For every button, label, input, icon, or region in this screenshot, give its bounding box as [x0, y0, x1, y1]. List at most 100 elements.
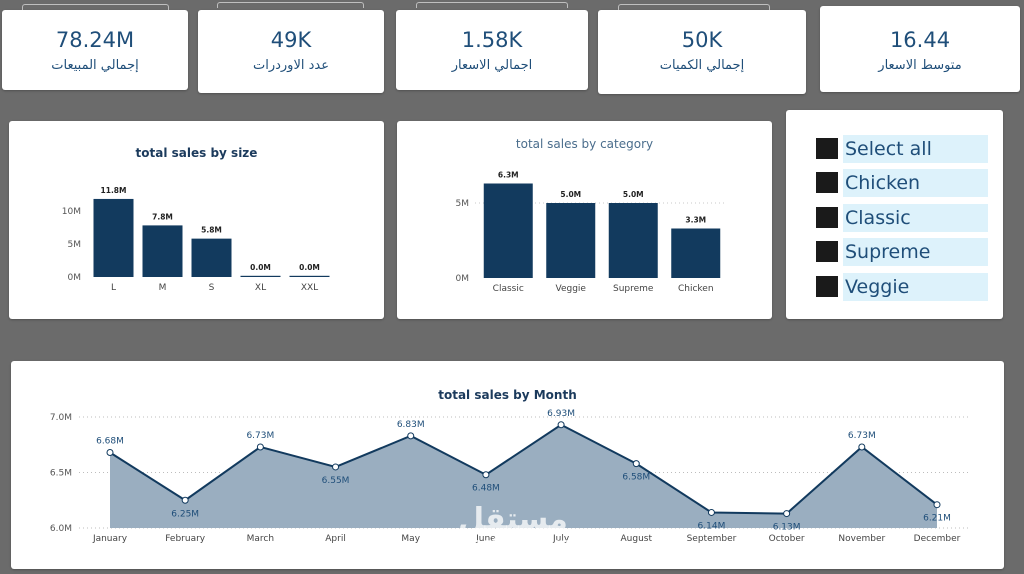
bar-m	[142, 225, 183, 277]
kpi-value: 1.58K	[461, 28, 523, 52]
kpi-tab-decoration	[618, 4, 770, 10]
x-tick-label: July	[552, 534, 570, 544]
kpi-card-total-quantity[interactable]: 50K إجمالي الكميات	[598, 10, 806, 94]
bar-s	[191, 238, 232, 277]
checkbox[interactable]	[816, 276, 838, 297]
x-tick-label: May	[401, 534, 420, 544]
x-tick-label: November	[838, 534, 885, 544]
chart-card-sales-by-month[interactable]: total sales by Month 6.0M 6.5M 7.0M 6.68M Ja…	[11, 361, 1004, 569]
kpi-tab-decoration	[416, 2, 568, 8]
bar-chicken	[671, 228, 721, 278]
data-label: 6.21M	[923, 514, 951, 524]
data-point	[557, 421, 565, 429]
y-tick-label: 6.0M	[50, 524, 72, 534]
chart-card-sales-by-category[interactable]: total sales by category 0M 5M 6.3M Classic 5…	[397, 121, 772, 319]
x-tick-label: XL	[255, 283, 266, 293]
y-tick-label: 0M	[456, 274, 470, 284]
kpi-value: 78.24M	[55, 28, 135, 52]
data-point	[407, 432, 415, 440]
checkbox[interactable]	[816, 172, 838, 193]
slicer-item-select-all[interactable]: Select all	[816, 135, 988, 163]
chart-title: total sales by Month	[438, 388, 577, 402]
data-label: 6.13M	[773, 523, 801, 533]
chart-card-sales-by-size[interactable]: total sales by size 0M 5M 10M 11.8M L 7.8M M 5.…	[9, 121, 384, 319]
bar-veggie	[546, 203, 596, 278]
kpi-card-order-count[interactable]: 49K عدد الاوردرات	[198, 10, 384, 93]
checkbox[interactable]	[816, 207, 838, 228]
data-label: 5.0M	[560, 190, 581, 199]
x-tick-label: M	[159, 283, 167, 293]
kpi-label: إجمالي المبيعات	[51, 58, 139, 73]
chart-title: total sales by size	[135, 146, 258, 160]
data-point	[858, 443, 866, 451]
data-label: 6.48M	[472, 484, 500, 494]
data-label: 6.25M	[171, 509, 199, 519]
data-point	[482, 471, 490, 479]
x-tick-label: June	[475, 534, 496, 544]
data-label: 6.83M	[397, 420, 425, 430]
y-tick-label: 0M	[68, 273, 82, 283]
data-label: 6.73M	[848, 431, 876, 441]
kpi-tab-decoration	[22, 4, 169, 10]
y-tick-label: 6.5M	[50, 469, 72, 479]
data-label: 6.55M	[322, 476, 350, 486]
slicer-item-label: Select all	[843, 135, 988, 163]
category-slicer: Select all Chicken Classic Supreme Veggi…	[786, 110, 1003, 319]
slicer-item-label: Chicken	[843, 169, 988, 197]
series-line	[109, 423, 938, 515]
x-tick-label: Chicken	[678, 284, 714, 294]
data-point	[632, 460, 640, 468]
y-tick-label: 5M	[68, 240, 82, 250]
kpi-value: 16.44	[889, 28, 951, 52]
x-tick-label: August	[621, 534, 653, 544]
x-tick-label: January	[92, 534, 128, 544]
area-fill	[110, 424, 937, 528]
data-label: 5.0M	[623, 190, 644, 199]
x-tick-label: Classic	[493, 284, 524, 294]
slicer-item-label: Veggie	[843, 273, 988, 301]
x-tick-label: April	[325, 534, 346, 544]
x-tick-label: Veggie	[556, 284, 587, 294]
checkbox[interactable]	[816, 138, 838, 159]
kpi-label: عدد الاوردرات	[252, 58, 329, 73]
data-label: 0.0M	[250, 263, 271, 272]
x-tick-label: XXL	[301, 283, 318, 293]
slicer-item-classic[interactable]: Classic	[816, 204, 988, 232]
data-label: 11.8M	[101, 186, 127, 195]
slicer-item-label: Classic	[843, 204, 988, 232]
area-chart-sales-by-month: 6.0M 6.5M 7.0M 6.68M January 6.25M February 6.7…	[50, 409, 971, 544]
kpi-card-total-sales[interactable]: 78.24M إجمالي المبيعات	[2, 10, 188, 90]
data-point	[181, 496, 189, 504]
bar-xxl	[289, 275, 330, 277]
x-tick-label: February	[165, 534, 206, 544]
data-label: 6.73M	[246, 431, 274, 441]
x-tick-label: L	[111, 283, 116, 293]
kpi-card-average-price[interactable]: 16.44 متوسط الاسعار	[820, 6, 1020, 92]
kpi-value: 50K	[681, 28, 723, 52]
data-label: 6.3M	[498, 171, 519, 180]
slicer-item-chicken[interactable]: Chicken	[816, 169, 988, 197]
kpi-label: إجمالي الكميات	[659, 58, 745, 73]
data-point	[707, 508, 715, 516]
bar-l	[93, 198, 134, 277]
kpi-value: 49K	[270, 28, 312, 52]
checkbox[interactable]	[816, 241, 838, 262]
slicer-item-supreme[interactable]: Supreme	[816, 238, 988, 266]
kpi-card-total-prices[interactable]: 1.58K اجمالي الاسعار	[396, 10, 588, 90]
y-tick-label: 5M	[456, 199, 470, 209]
data-point	[106, 449, 114, 457]
x-tick-label: S	[209, 283, 215, 293]
data-label: 7.8M	[152, 212, 173, 221]
kpi-label: متوسط الاسعار	[878, 58, 962, 73]
x-tick-label: December	[914, 534, 961, 544]
chart-title: total sales by category	[515, 137, 654, 151]
bar-chart-sales-by-size: 0M 5M 10M 11.8M L 7.8M M 5.8M S 0.0M XL 0.0M XXL	[62, 186, 330, 293]
bar-classic	[483, 183, 533, 278]
data-point	[933, 501, 941, 509]
x-tick-label: Supreme	[613, 284, 654, 294]
data-point	[256, 443, 264, 451]
slicer-item-label: Supreme	[843, 238, 988, 266]
slicer-item-veggie[interactable]: Veggie	[816, 273, 988, 301]
data-label: 6.68M	[96, 437, 124, 447]
data-label: 5.8M	[201, 226, 222, 235]
